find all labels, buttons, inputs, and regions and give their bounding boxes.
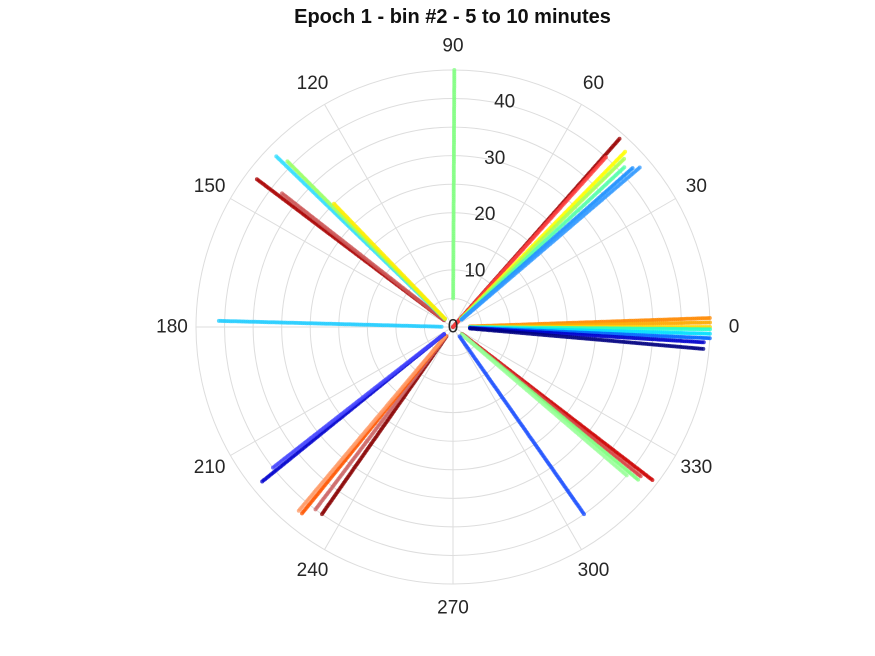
data-point [274, 154, 279, 159]
tick-labels: 0 30 60 90 120 150 180 210 240 270 300 330 0 10 20 30 40 [156, 36, 739, 619]
data-point [701, 340, 706, 345]
data-point [332, 201, 336, 206]
theta-tick-label: 120 [297, 73, 329, 94]
data-point [271, 465, 275, 470]
grid-spoke [452, 198, 676, 328]
theta-tick-label: 90 [442, 36, 463, 57]
theta-tick-label: 60 [583, 73, 604, 94]
data-points [216, 68, 712, 517]
data-point [300, 511, 304, 516]
r-tick-label: 30 [484, 148, 505, 169]
r-tick-label: 10 [464, 260, 485, 281]
data-point [622, 156, 627, 161]
data-point [630, 166, 635, 171]
data-point [296, 508, 301, 513]
grid-spoke [324, 326, 454, 550]
grid-spoke [452, 104, 582, 328]
grid-spoke [452, 326, 582, 550]
data-point [707, 336, 712, 341]
data-point [707, 331, 712, 336]
theta-tick-label: 150 [194, 176, 226, 197]
theta-tick-label: 270 [437, 598, 469, 619]
grid-spoke [452, 326, 676, 456]
chart-title: Epoch 1 - bin #2 - 5 to 10 minutes [294, 6, 611, 28]
data-point [452, 68, 457, 72]
data-point [708, 320, 712, 325]
data-point [280, 191, 284, 196]
theta-tick-label: 180 [156, 317, 188, 338]
data-point [622, 165, 627, 170]
data-point [701, 346, 706, 351]
data-point [624, 473, 629, 478]
data-point [313, 507, 318, 512]
grid-spoke [230, 326, 454, 456]
theta-tick-label: 0 [729, 317, 740, 338]
data-point [216, 318, 221, 323]
data-point [603, 155, 608, 160]
theta-tick-label: 240 [297, 560, 329, 581]
theta-tick-label: 300 [578, 560, 610, 581]
data-point [707, 316, 712, 320]
data-point [617, 136, 622, 141]
data-point [582, 512, 586, 517]
data-point [638, 474, 643, 479]
r-tick-label: 40 [494, 92, 515, 113]
data-point [260, 479, 265, 484]
grid-spoke [324, 104, 454, 328]
r-tick-label: 20 [474, 204, 495, 225]
data-point [254, 177, 259, 182]
grid-spoke [230, 198, 454, 328]
data-point [285, 159, 290, 164]
r-tick-label: 0 [448, 317, 459, 338]
data-point [636, 477, 641, 482]
data-point [708, 327, 712, 332]
data-point [320, 512, 324, 517]
theta-tick-label: 210 [194, 457, 226, 478]
data-point [637, 165, 642, 170]
theta-tick-label: 30 [686, 176, 707, 197]
data-point [650, 478, 655, 482]
data-point [623, 149, 628, 154]
theta-tick-label: 330 [681, 457, 713, 478]
